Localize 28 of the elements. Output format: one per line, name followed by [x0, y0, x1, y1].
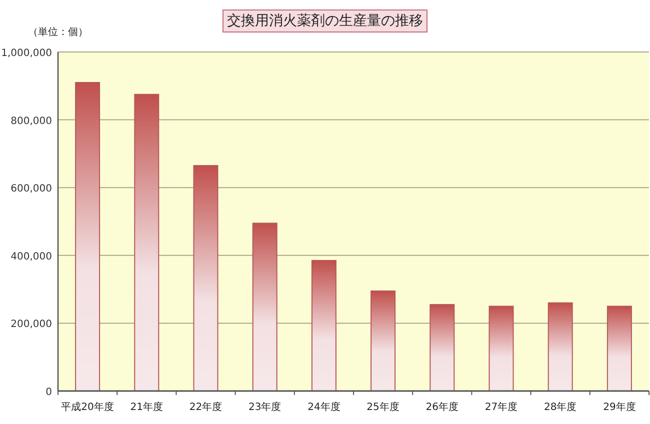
bar	[311, 260, 336, 392]
x-tick-label: 24年度	[308, 401, 340, 413]
y-tick-label: 600,000	[10, 184, 52, 195]
x-tick-label: 23年度	[248, 401, 282, 413]
x-tick-label: 平成20年度	[61, 401, 114, 413]
bar	[193, 165, 218, 392]
y-tick-label: 200,000	[10, 319, 52, 330]
text: （単位：個）	[28, 26, 88, 38]
x-tick-label: 27年度	[484, 401, 518, 413]
x-tick-label: 22年度	[189, 401, 222, 413]
x-tick-label: 28年度	[544, 401, 577, 413]
x-tick-label: 29年度	[603, 401, 636, 413]
y-tick-label: 400,000	[10, 251, 52, 262]
x-tick-label: 26年度	[426, 401, 459, 413]
y-tick-label: 800,000	[10, 116, 52, 127]
y-tick-label: 1,000,000	[1, 48, 52, 59]
bar	[488, 306, 514, 392]
chart-title: 交換用消火薬剤の生産量の推移	[227, 13, 423, 29]
y-tick-label: 0	[46, 387, 52, 398]
bar	[134, 94, 160, 392]
x-tick-label: 25年度	[366, 401, 400, 413]
bar	[75, 82, 100, 392]
bar	[252, 222, 278, 392]
bar	[548, 302, 573, 392]
x-tick-label: 21年度	[130, 401, 164, 413]
bar	[370, 290, 396, 392]
bar	[606, 306, 632, 392]
bar	[430, 304, 455, 392]
